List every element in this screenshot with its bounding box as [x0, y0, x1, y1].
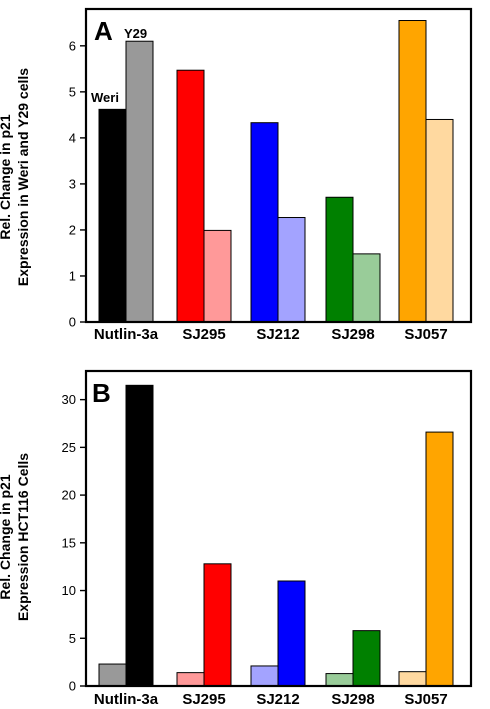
panel-b-category-label: Nutlin-3a [94, 691, 159, 708]
panel-b-bars [98, 384, 454, 687]
panel-b-ylabel-line2: Expression HCT116 Cells [15, 453, 31, 621]
panel-b-ytick-label: 20 [62, 488, 76, 503]
panel-a-label: A [94, 16, 113, 46]
panel-a-bar-nutlin-3a-s2 [125, 40, 154, 323]
panel-a-ytick-label: 4 [69, 130, 76, 145]
panel-a-bar-sj212-s2 [277, 217, 306, 323]
panel-b-bar-nutlin-3a-s2 [125, 384, 154, 687]
panel-a-ytick-label: 3 [69, 176, 76, 191]
panel-b-ytick-label: 25 [62, 440, 76, 455]
panel-a-bar-sj298-s1 [325, 196, 354, 323]
panel-a-ytick-label: 2 [69, 222, 76, 237]
panel-a-category-label: SJ212 [256, 326, 299, 343]
panel-a-ytick-label: 5 [69, 84, 76, 99]
panel-b-frame [84, 369, 473, 688]
annotation-weri: Weri [91, 90, 119, 105]
panel-b-label: B [92, 378, 111, 408]
panel-a: Rel. Change in p21 Expression in Weri an… [0, 7, 473, 343]
panel-a-bar-nutlin-3a-s1 [98, 108, 127, 323]
panel-b-y-ticks: 0 5 10 15 20 25 30 [62, 392, 86, 694]
panel-a-bars [98, 20, 454, 323]
panel-a-bar-sj057-s2 [425, 118, 454, 323]
panel-b-bar-sj212-s2 [277, 580, 306, 687]
panel-b-ytick-label: 10 [62, 583, 76, 598]
panel-b-bar-sj298-s2 [352, 630, 381, 687]
panel-a-bar-sj298-s2 [352, 253, 381, 323]
panel-b-category-labels: Nutlin-3a SJ295 SJ212 SJ298 SJ057 [94, 691, 448, 708]
panel-b-bar-sj212-s1 [250, 665, 279, 687]
panel-a-ylabel-line2: Expression in Weri and Y29 cells [15, 68, 31, 286]
panel-b-bar-sj057-s1 [398, 671, 427, 687]
panel-b-bar-sj295-s2 [203, 563, 232, 687]
panel-a-bar-sj295-s2 [203, 229, 232, 323]
panel-a-category-labels: Nutlin-3a SJ295 SJ212 SJ298 SJ057 [94, 326, 448, 343]
panel-a-category-label: SJ057 [404, 326, 447, 343]
panel-b-ytick-label: 5 [69, 631, 76, 646]
panel-b-category-label: SJ057 [404, 691, 447, 708]
panel-b: Rel. Change in p21 Expression HCT116 Cel… [0, 369, 473, 708]
panel-b-category-label: SJ298 [331, 691, 374, 708]
panel-a-ytick-label: 0 [69, 315, 76, 330]
panel-b-category-label: SJ295 [182, 691, 225, 708]
panel-a-category-label: SJ295 [182, 326, 225, 343]
panel-a-frame [84, 7, 473, 324]
panel-b-ylabel-line1: Rel. Change in p21 [0, 474, 13, 599]
panel-b-bar-sj295-s1 [176, 672, 205, 687]
panel-b-ytick-label: 0 [69, 679, 76, 694]
panel-b-ytick-label: 30 [62, 392, 76, 407]
panel-a-bar-sj057-s1 [398, 20, 427, 323]
panel-a-ylabel-line1: Rel. Change in p21 [0, 114, 13, 239]
panel-b-bar-nutlin-3a-s1 [98, 663, 127, 687]
panel-a-category-label: Nutlin-3a [94, 326, 159, 343]
panel-a-bar-sj295-s1 [176, 69, 205, 323]
panel-b-bar-sj298-s1 [325, 673, 354, 687]
panel-a-bar-sj212-s1 [250, 122, 279, 323]
panel-b-category-label: SJ212 [256, 691, 299, 708]
panel-b-ytick-label: 15 [62, 535, 76, 550]
panel-a-category-label: SJ298 [331, 326, 374, 343]
panel-b-bar-sj057-s2 [425, 431, 454, 687]
panel-a-y-ticks: 0 1 2 3 4 5 6 [69, 38, 86, 330]
annotation-y29: Y29 [124, 26, 147, 41]
panel-a-ytick-label: 1 [69, 268, 76, 283]
panel-a-ytick-label: 6 [69, 38, 76, 53]
